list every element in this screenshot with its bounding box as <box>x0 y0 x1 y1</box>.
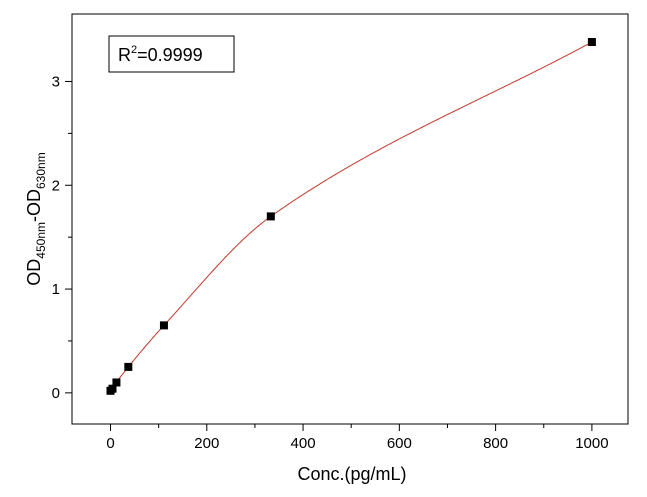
x-axis-ticks <box>110 424 593 431</box>
y-tick-label: 1 <box>52 281 60 298</box>
x-tick-label: 800 <box>483 435 508 452</box>
y-axis-title: OD450nm-OD630nm <box>24 152 48 285</box>
fit-curve <box>110 41 593 392</box>
data-point <box>159 321 168 330</box>
data-point <box>266 212 275 221</box>
data-points <box>106 38 596 395</box>
x-tick-label: 400 <box>291 435 316 452</box>
y-tick-label: 3 <box>52 73 60 90</box>
r2-annotation: R2=0.9999 <box>118 44 203 65</box>
y-axis-tick-labels: 0 1 2 3 <box>52 73 60 401</box>
r2-box <box>108 35 235 73</box>
x-tick-label: 0 <box>106 435 114 452</box>
x-tick-label: 1000 <box>575 435 608 452</box>
data-point <box>124 362 133 371</box>
plot-frame <box>71 13 629 425</box>
x-tick-label: 200 <box>194 435 219 452</box>
data-point <box>112 378 121 387</box>
y-tick-label: 0 <box>52 385 60 402</box>
data-point <box>108 384 117 393</box>
y-axis-ticks <box>65 80 72 394</box>
data-point <box>587 38 596 47</box>
x-tick-label: 600 <box>387 435 412 452</box>
x-axis-title: Conc.(pg/mL) <box>297 464 406 484</box>
x-axis-tick-labels: 0 200 400 600 800 1000 <box>106 435 608 452</box>
y-tick-label: 2 <box>52 177 60 194</box>
